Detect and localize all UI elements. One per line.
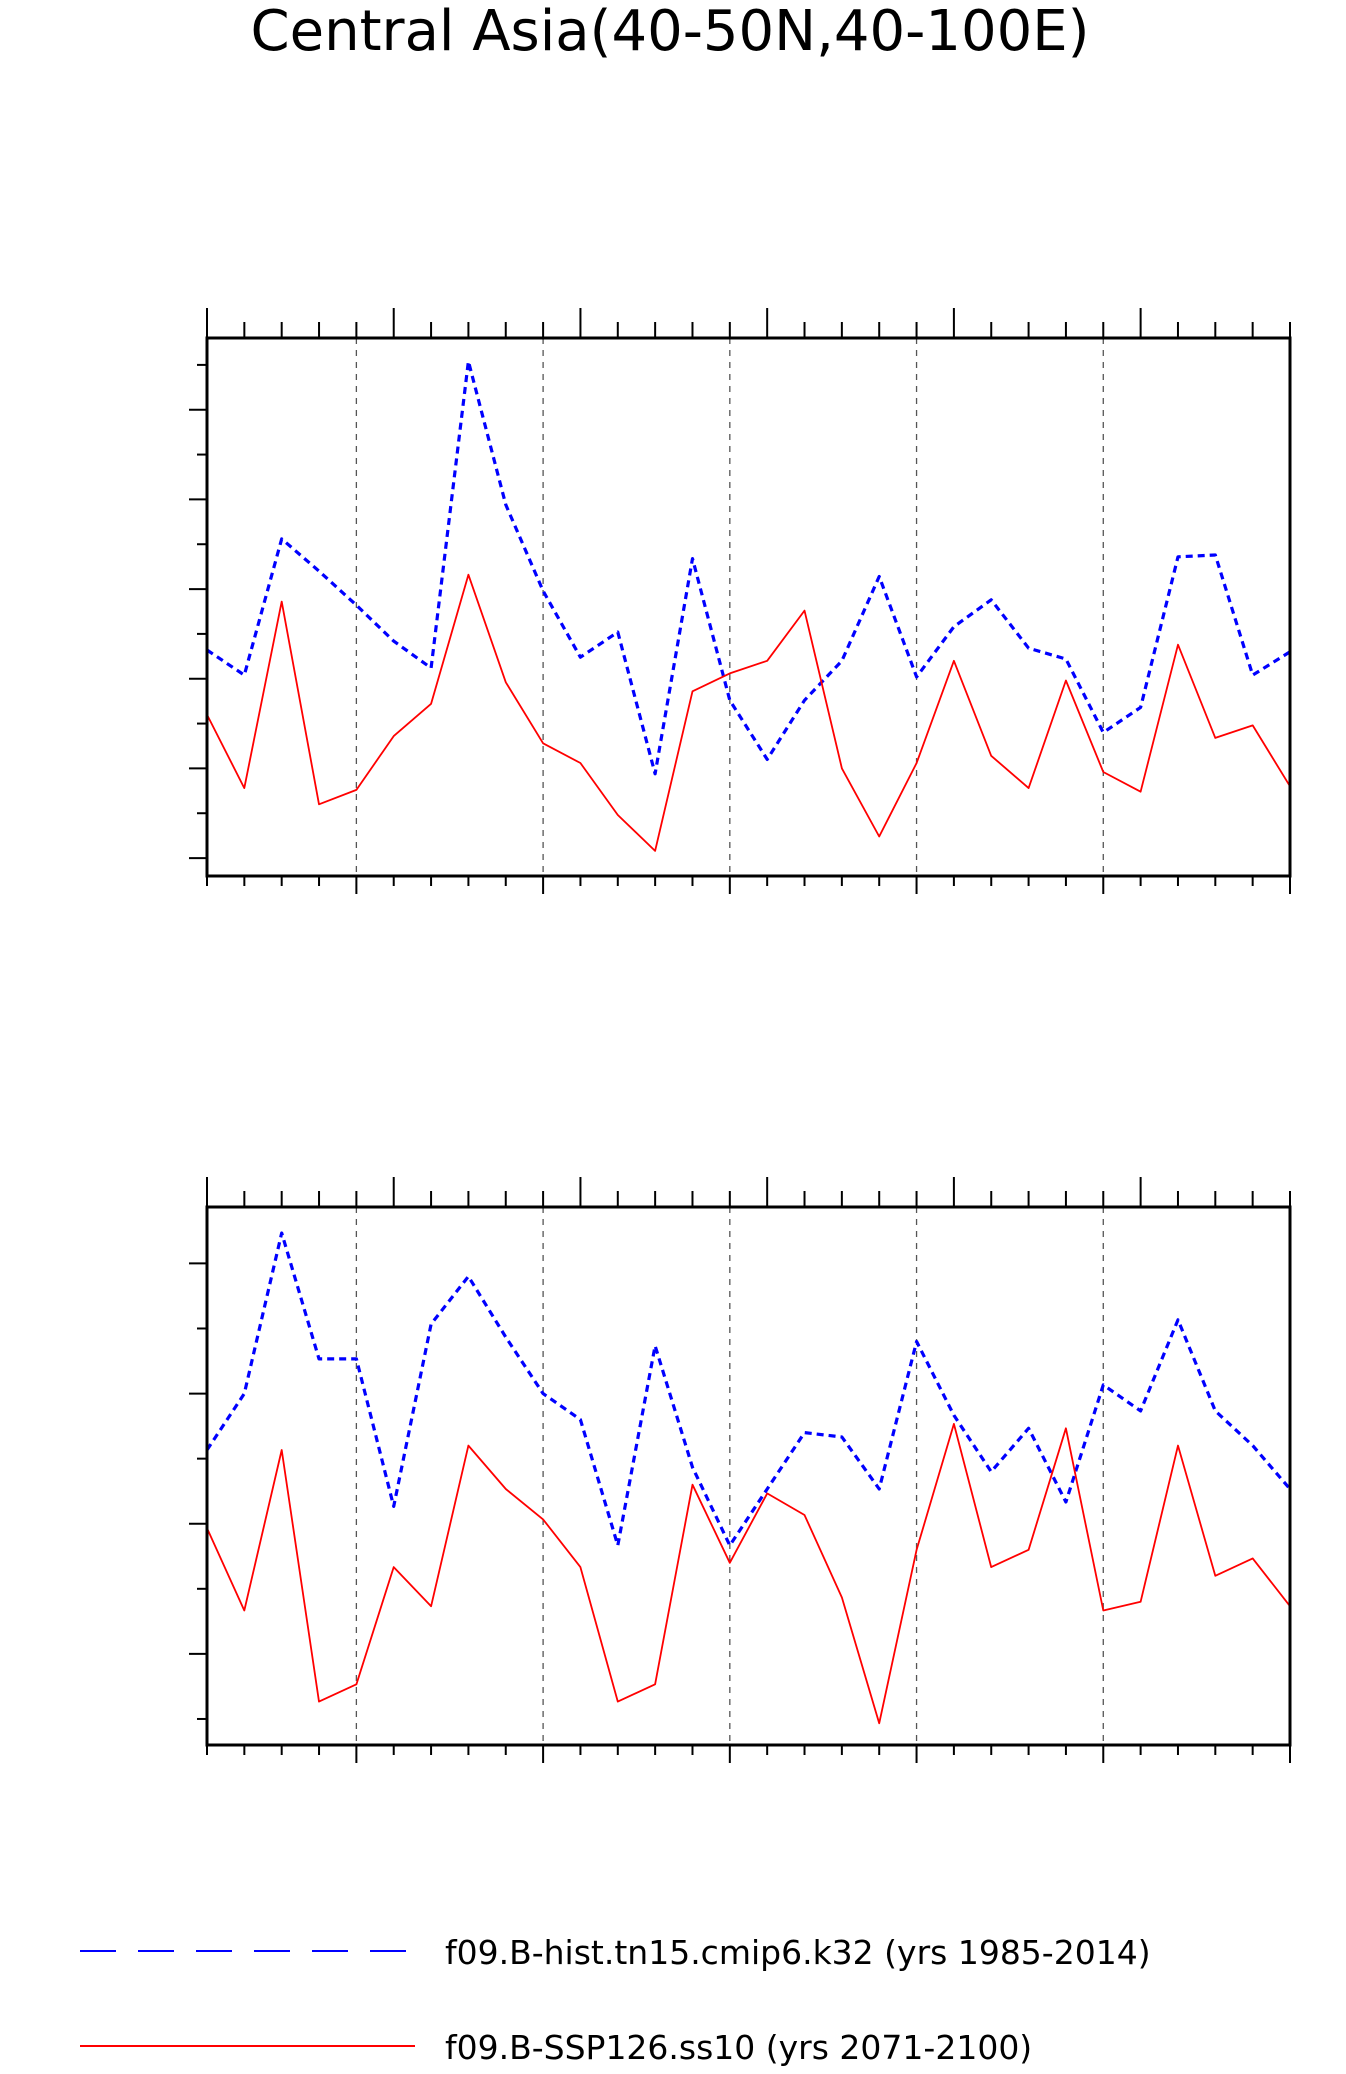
figure-title: Central Asia(40-50N,40-100E) (251, 0, 1090, 64)
plot-frame (205, 1205, 1292, 1747)
snowliq-panel (189, 308, 1292, 894)
ssp-series-line (206, 573, 1291, 852)
legend: f09.B-hist.tn15.cmip6.k32 (yrs 1985-2014… (80, 1933, 1151, 2067)
legend-ssp-label: f09.B-SSP126.ss10 (yrs 2071-2100) (445, 2028, 1032, 2067)
snowice-panel (189, 1177, 1292, 1763)
legend-hist-label: f09.B-hist.tn15.cmip6.k32 (yrs 1985-2014… (445, 1933, 1151, 1972)
ssp-series-line (206, 1423, 1291, 1725)
hist-series-line (206, 359, 1291, 776)
hist-series-line (205, 1231, 1292, 1548)
plot-frame (205, 336, 1292, 878)
